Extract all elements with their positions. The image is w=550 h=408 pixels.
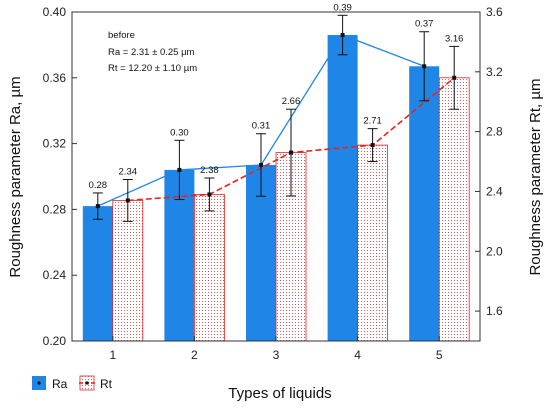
ra-error-1: [92, 192, 103, 220]
rt-bar-1: [112, 200, 144, 342]
rt-error-4: [367, 128, 378, 163]
rt-error-3: [286, 108, 296, 197]
rt-data-label-4: 2.71: [363, 116, 382, 127]
x-tick-label-4: 4: [354, 348, 361, 362]
ra-error-3-marker: [259, 162, 263, 167]
annotation-line-1: before: [108, 30, 135, 41]
rt-error-5: [449, 45, 460, 110]
ra-data-label-1: 0.28: [89, 180, 108, 191]
x-tick-label-3: 3: [273, 348, 280, 362]
left-axis-title: Roughness parameter Ra, µm: [7, 76, 24, 277]
legend: Ra Rt: [32, 375, 113, 391]
left-tick-label-3: 0.28: [43, 202, 67, 216]
ra-error-4-marker: [340, 33, 345, 38]
left-tick-label-6: 0.40: [43, 5, 67, 19]
rt-error-1: [122, 178, 133, 222]
legend-rt-label: Rt: [100, 377, 113, 391]
right-tick-label-3: 2.4: [486, 184, 503, 198]
right-tick-label-6: 3.6: [486, 5, 503, 19]
ra-data-label-2: 0.30: [170, 127, 189, 138]
annotation-box: before Ra = 2.31 ± 0.25 µm Rt = 12.20 ± …: [108, 30, 197, 74]
left-tick-label-1: 0.20: [43, 334, 67, 348]
ra-error-5-marker: [422, 64, 427, 69]
rt-data-label-3: 2.66: [282, 96, 301, 107]
rt-error-2: [204, 177, 215, 212]
annotation-line-3: Rt = 12.20 ± 1.10 µm: [108, 63, 197, 74]
ra-data-label-3: 0.31: [252, 121, 271, 132]
ra-data-label-5: 0.37: [415, 19, 434, 30]
annotation-line-2: Ra = 2.31 ± 0.25 µm: [108, 47, 195, 58]
right-tick-label-5: 3.2: [486, 65, 503, 79]
rt-bar-2: [193, 194, 225, 342]
x-axis-title: Types of liquids: [228, 385, 331, 402]
rt-error-1-marker: [125, 198, 130, 203]
right-tick-label-4: 2.8: [486, 125, 503, 139]
ra-error-2-marker: [177, 167, 182, 172]
rt-error-3-marker: [289, 150, 293, 155]
x-tick-label-5: 5: [436, 348, 443, 362]
right-tick-label-2: 2.0: [486, 244, 503, 258]
rt-error-4-marker: [370, 143, 375, 148]
rt-data-label-2: 2.38: [200, 165, 219, 176]
rt-bar-5: [438, 77, 470, 342]
rt-error-5-marker: [452, 75, 457, 80]
right-axis-title: Roughness parameter Rt, µm: [527, 78, 544, 275]
left-tick-label-5: 0.36: [43, 71, 67, 85]
ra-error-5: [419, 31, 430, 102]
ra-data-label-4: 0.39: [333, 2, 352, 13]
rt-data-label-5: 3.16: [445, 33, 464, 44]
ra-bar-5: [409, 66, 440, 341]
right-tick-label-1: 1.6: [486, 304, 503, 318]
x-tick-label-2: 2: [191, 348, 198, 362]
ra-error-2: [174, 139, 185, 201]
legend-ra-label: Ra: [52, 377, 68, 391]
ra-error-4: [337, 14, 348, 56]
ra-error-3: [256, 133, 266, 197]
rt-bar-4: [357, 144, 389, 342]
ra-bar-1: [82, 206, 113, 341]
left-tick-label-2: 0.24: [43, 268, 67, 282]
left-tick-label-4: 0.32: [43, 137, 67, 151]
rt-error-2-marker: [207, 192, 212, 197]
ra-error-1-marker: [95, 204, 100, 209]
x-tick-label-1: 1: [109, 348, 116, 362]
rt-data-label-1: 2.34: [119, 166, 138, 177]
ra-bar-4: [327, 35, 358, 341]
